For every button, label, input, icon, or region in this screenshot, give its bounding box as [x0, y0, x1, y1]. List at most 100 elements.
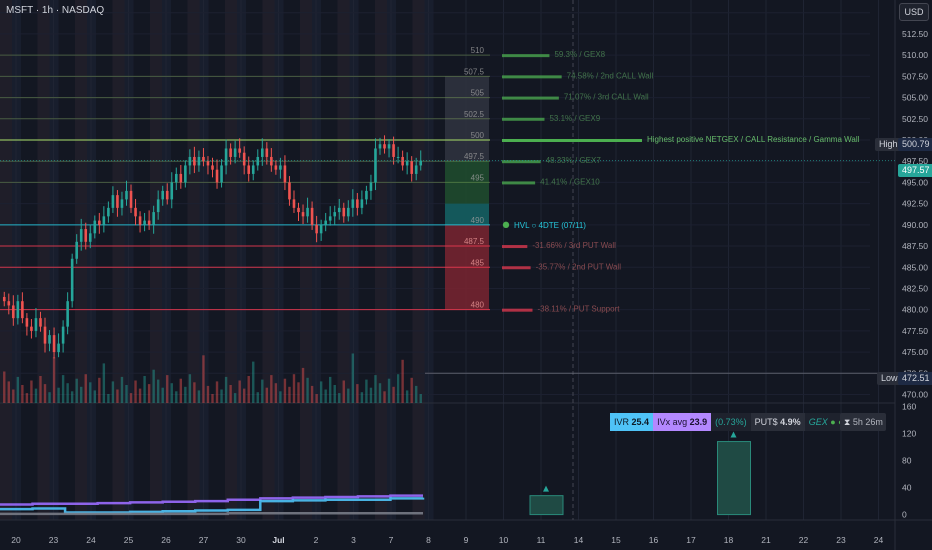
candle-body — [220, 165, 223, 183]
candle-body — [392, 144, 395, 157]
volume-bar — [315, 394, 318, 403]
last-price-badge: 497.57 — [898, 164, 932, 177]
high-value-badge: 500.79 — [898, 138, 932, 151]
candle-body — [25, 318, 29, 327]
candle-body — [410, 161, 413, 174]
time-tick-label: 2 — [314, 535, 319, 545]
level-bar — [502, 138, 642, 142]
volume-bar — [52, 357, 56, 403]
volume-bar — [80, 386, 83, 403]
price-tick-label: 487.50 — [902, 241, 928, 251]
time-tick-label: 3 — [351, 535, 356, 545]
volume-bar — [224, 376, 228, 403]
candle-body — [21, 301, 24, 319]
candle-body — [414, 165, 418, 174]
session-stripe — [375, 0, 387, 520]
volume-bar — [392, 386, 395, 403]
candle-body — [270, 156, 273, 166]
candle-body — [57, 343, 60, 353]
candle-body — [419, 160, 423, 166]
volume-bar — [328, 376, 332, 403]
session-stripe — [37, 0, 50, 520]
volume-bar — [288, 386, 291, 403]
price-tick-label: 477.50 — [902, 326, 928, 336]
volume-bar — [129, 393, 133, 403]
candle-body — [125, 190, 128, 200]
candle-body — [52, 335, 56, 353]
volume-bar — [147, 384, 151, 403]
volume-bar — [134, 380, 137, 403]
volume-bar — [233, 393, 237, 403]
level-text: -35.77% / 2nd PUT Wall — [536, 262, 622, 271]
candle-body — [324, 220, 327, 225]
candle-body — [211, 165, 214, 170]
level-text: 74.58% / 2nd CALL Wall — [567, 71, 654, 80]
level-bar — [502, 54, 550, 58]
triangle-up-icon — [730, 431, 737, 438]
volume-bar — [93, 390, 97, 403]
session-stripe — [0, 0, 12, 520]
candle-body — [242, 152, 246, 166]
candle-body — [347, 207, 350, 217]
volume-bar — [410, 377, 413, 403]
candle-body — [48, 335, 51, 344]
candle-body — [16, 301, 20, 319]
candle-body — [138, 216, 142, 225]
candle-body — [61, 326, 65, 344]
volume-bar — [202, 355, 205, 403]
candle-body — [197, 156, 201, 166]
candle-body — [179, 173, 183, 183]
ivr-badge: IVR 25.4 — [610, 413, 654, 431]
time-tick-label: 11 — [537, 535, 546, 545]
level-price-label: 507.5 — [464, 67, 485, 76]
volume-bar — [89, 382, 92, 403]
volume-bar — [193, 382, 196, 403]
candle-body — [152, 212, 155, 225]
volume-bar — [401, 359, 404, 403]
candle-body — [120, 199, 124, 208]
candle-body — [365, 190, 368, 200]
call-zone-box — [445, 76, 489, 162]
candle-body — [401, 156, 404, 166]
session-stripe — [75, 0, 87, 520]
price-tick-label: 510.00 — [902, 50, 928, 60]
level-price-label: 495 — [471, 173, 485, 182]
volume-bar — [270, 375, 273, 403]
indicator-tick-label: 80 — [902, 455, 912, 465]
time-tick-label: 24 — [874, 535, 884, 545]
volume-bar — [405, 390, 409, 403]
volume-bar — [238, 380, 241, 403]
level-price-label: 505 — [471, 89, 485, 98]
level-bar — [502, 245, 528, 249]
volume-bar — [338, 393, 341, 403]
candle-body — [251, 165, 255, 174]
candle-body — [156, 199, 160, 213]
puts-badge: PUT$ 4.9% — [750, 413, 805, 431]
volume-bar — [57, 387, 60, 403]
candle-body — [129, 190, 133, 208]
time-tick-label: Jul — [272, 535, 284, 545]
candle-body — [2, 296, 6, 302]
level-bar — [502, 96, 559, 100]
volume-bar — [161, 387, 164, 403]
candle-body — [116, 195, 119, 208]
currency-button[interactable]: USD — [899, 3, 929, 21]
volume-bar — [12, 389, 15, 403]
price-tick-label: 497.50 — [902, 156, 928, 166]
indicator-series-line — [0, 497, 425, 514]
volume-bar — [383, 391, 386, 403]
level-price-label: 487.5 — [464, 237, 485, 246]
time-tick-label: 23 — [836, 535, 846, 545]
volume-bar — [21, 385, 24, 403]
volume-bar — [184, 386, 187, 403]
time-tick-label: 18 — [724, 535, 734, 545]
session-stripe — [262, 0, 275, 520]
volume-bar — [365, 379, 368, 403]
gex-bar — [529, 495, 564, 516]
indicator-tick-label: 0 — [902, 510, 907, 520]
price-tick-label: 470.00 — [902, 390, 928, 400]
volume-bar — [274, 383, 278, 403]
candle-body — [66, 301, 69, 327]
candle-body — [12, 305, 15, 319]
